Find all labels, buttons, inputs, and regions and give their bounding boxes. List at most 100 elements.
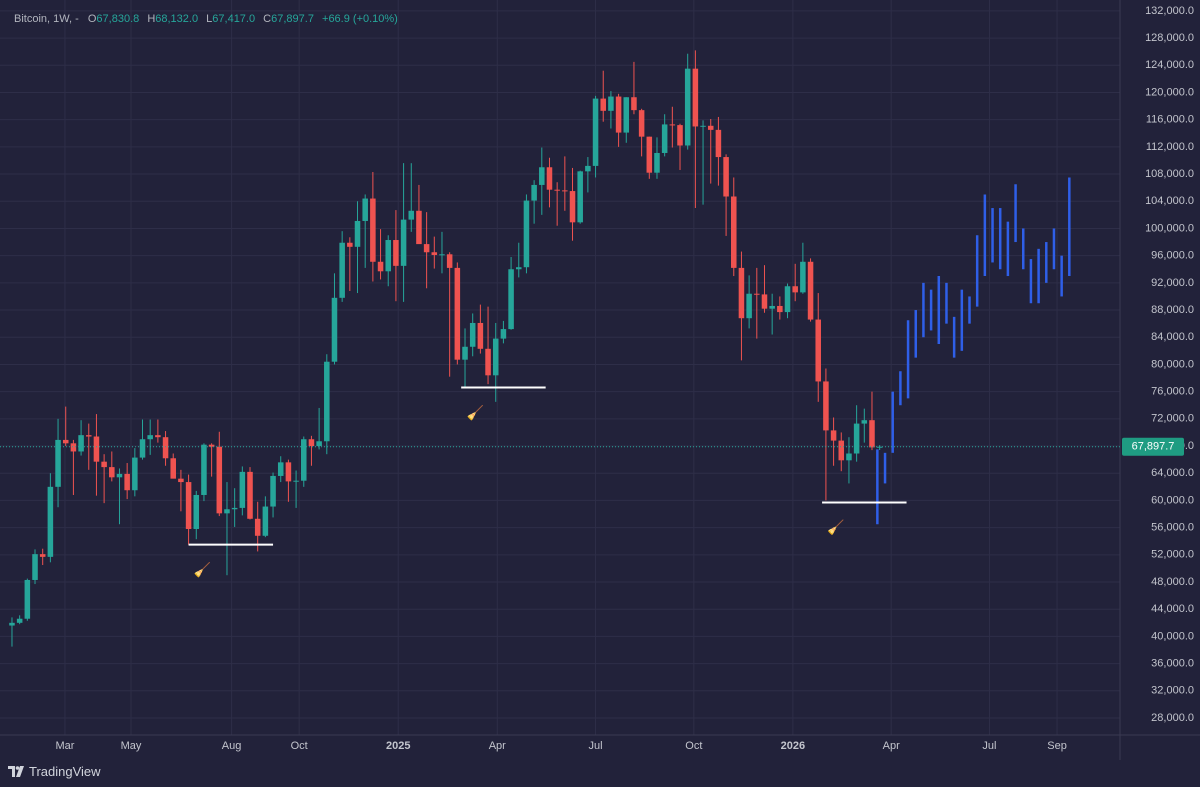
y-tick-label: 44,000.0 (1151, 603, 1194, 615)
candle-body (239, 471, 246, 508)
candle-body (55, 439, 61, 487)
candle-body (853, 423, 860, 454)
candle-body (715, 129, 722, 158)
footer: TradingView (8, 764, 101, 779)
candle-body (761, 294, 768, 309)
candle-body (124, 473, 130, 491)
candle-body (70, 443, 77, 452)
candle-body (416, 210, 422, 245)
candle-body (585, 165, 591, 172)
candle-body (746, 293, 752, 319)
candle-body (615, 96, 622, 133)
y-tick-label: 116,000.0 (1146, 114, 1194, 126)
last-price-label: 67,897.7 (1132, 441, 1175, 453)
candle-body (830, 430, 837, 441)
y-tick-label: 120,000.0 (1145, 86, 1194, 98)
candle-body (224, 509, 230, 514)
x-tick-label: Apr (883, 740, 900, 752)
candle-body (723, 157, 729, 197)
candle-body (531, 184, 537, 201)
candle-body (9, 622, 15, 626)
candle-body (462, 346, 468, 360)
candle-body (631, 97, 637, 111)
last-price-box (1122, 437, 1184, 456)
symbol: Bitcoin, 1W, - (14, 13, 79, 25)
y-tick-label: 76,000.0 (1151, 386, 1194, 398)
y-tick-label: 40,000.0 (1151, 630, 1194, 642)
candle-body (646, 136, 653, 173)
candle-body (423, 244, 430, 253)
candle-body (846, 453, 852, 461)
y-tick-label: 60,000.0 (1151, 494, 1194, 506)
candle-body (316, 441, 322, 447)
candle-body (546, 167, 553, 190)
candle-body (277, 462, 284, 476)
key: L (206, 13, 213, 25)
y-tick-label: 108,000.0 (1145, 168, 1194, 180)
y-tick-label: 96,000.0 (1151, 250, 1194, 262)
candle-body (170, 458, 176, 479)
y-tick-label: 72,000.0 (1151, 413, 1194, 425)
candle-body (193, 494, 200, 529)
value: 67,417.0 (212, 13, 256, 25)
candle-body (485, 348, 491, 376)
candle-body (116, 473, 123, 478)
candle-body (807, 261, 814, 320)
candle-body (155, 435, 161, 438)
candle-body (347, 242, 353, 247)
value: 67,897.7 (271, 13, 314, 25)
candle-body (16, 618, 23, 623)
y-tick-label: 52,000.0 (1151, 549, 1194, 561)
candle-body (439, 254, 445, 256)
candle-body (577, 171, 583, 223)
candle-body (539, 167, 545, 185)
candle-body (132, 457, 138, 491)
candle-body (516, 267, 522, 270)
candle-body (477, 322, 484, 349)
candle-body (431, 252, 438, 255)
candle-body (500, 329, 507, 339)
candle-body (247, 471, 253, 519)
candle-body (823, 381, 829, 431)
y-tick-label: 48,000.0 (1151, 576, 1194, 588)
candle-body (508, 269, 514, 330)
candle-body (62, 439, 69, 444)
candle-body (408, 210, 415, 220)
value: 67,830.8 (96, 13, 140, 25)
candle-body (492, 338, 499, 376)
change: +66.9 (+0.10%) (322, 13, 398, 25)
candle-body (293, 480, 299, 482)
x-tick-label: Jul (589, 740, 603, 752)
candle-body (869, 420, 875, 448)
candle-body (109, 467, 115, 478)
candle-body (469, 322, 476, 347)
candle-body (385, 240, 391, 272)
candle-body (661, 124, 668, 153)
candle-body (600, 98, 606, 111)
y-tick-label: 88,000.0 (1151, 304, 1194, 316)
candle-body (638, 110, 645, 137)
candle-body (400, 219, 407, 266)
candle-body (254, 518, 261, 536)
candle-body (562, 190, 568, 192)
level-icon: 🧹 (194, 561, 211, 578)
candle-body (377, 261, 384, 272)
y-tick-label: 28,000.0 (1151, 712, 1194, 724)
candle-body (446, 254, 453, 268)
candle-body (738, 267, 745, 319)
candle-body (147, 435, 153, 440)
candle-body (262, 506, 269, 536)
candle-body (216, 446, 223, 514)
candle-body (32, 554, 38, 580)
candle-body (707, 125, 714, 130)
candle-body (669, 124, 676, 126)
y-tick-label: 36,000.0 (1151, 658, 1194, 670)
candle-body (393, 240, 399, 266)
candle-body (162, 437, 169, 459)
candle-body (139, 439, 146, 458)
candle-body (654, 152, 660, 173)
candle-body (285, 462, 292, 482)
candle-body (554, 189, 560, 191)
y-tick-label: 92,000.0 (1151, 277, 1194, 289)
